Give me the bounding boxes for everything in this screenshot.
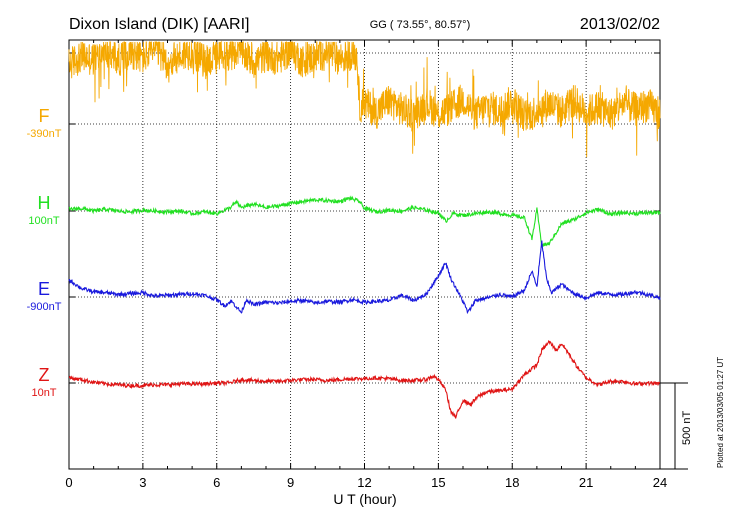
scale-bar: 500 nT: [660, 382, 693, 470]
series-offset-f: -390nT: [27, 128, 62, 140]
series-line-e: [68, 240, 661, 315]
series-line-z: [68, 340, 661, 419]
x-tick-label-9: 9: [287, 475, 294, 490]
series-label-z: Z: [39, 365, 50, 385]
series-offset-h: 100nT: [28, 215, 59, 227]
x-tick-label-24: 24: [653, 475, 667, 490]
x-axis-label: U T (hour): [333, 491, 396, 507]
x-tick-label-21: 21: [579, 475, 593, 490]
series-label-f: F: [39, 106, 50, 126]
series-offset-e: -900nT: [27, 301, 62, 313]
x-tick-label-12: 12: [357, 475, 371, 490]
x-tick-label-0: 0: [65, 475, 72, 490]
x-tick-label-6: 6: [213, 475, 220, 490]
chart-coordinates: GG ( 73.55°, 80.57°): [370, 19, 471, 31]
x-tick-label-15: 15: [431, 475, 445, 490]
series-line-f: [68, 40, 661, 158]
x-tick-label-3: 3: [139, 475, 146, 490]
plot-area: 0 3 6 9 12 15 18 21 24 F -390nT H 100nT E -900nT Z 10nT: [27, 39, 667, 490]
chart-title: Dixon Island (DIK) [AARI]: [69, 16, 250, 33]
series-label-h: H: [38, 193, 51, 213]
x-tick-label-18: 18: [505, 475, 519, 490]
series-label-e: E: [38, 279, 50, 299]
series-line-h: [68, 195, 661, 248]
plotted-note: Plotted at 2013/03/05 01:27 UT: [716, 357, 725, 468]
series-offset-z: 10nT: [31, 387, 56, 399]
chart-date: 2013/02/02: [580, 16, 660, 33]
scale-bar-label: 500 nT: [681, 410, 693, 445]
